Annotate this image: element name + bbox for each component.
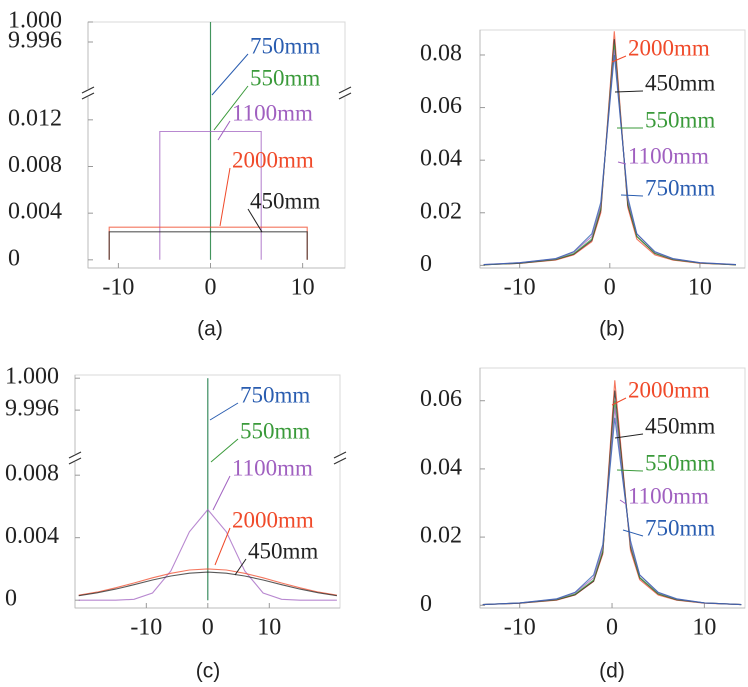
leader-line bbox=[617, 161, 627, 165]
leader-line bbox=[217, 120, 231, 141]
series-line bbox=[78, 571, 337, 597]
series-label: 2000mm bbox=[628, 377, 710, 402]
caption: (a) bbox=[197, 318, 223, 341]
leader-line bbox=[211, 53, 249, 96]
x-tick-label: 0 bbox=[604, 275, 616, 301]
caption: (d) bbox=[599, 660, 625, 683]
series-label: 750mm bbox=[250, 33, 320, 58]
axis-break bbox=[68, 451, 82, 459]
axis-break-gap bbox=[68, 454, 82, 462]
series-label: 550mm bbox=[645, 450, 715, 475]
leader-line bbox=[247, 208, 263, 233]
x-tick-label: 10 bbox=[291, 275, 315, 301]
leader-line bbox=[219, 167, 231, 227]
y-tick-label: 0.02 bbox=[420, 523, 462, 549]
y-tick-label: 0.04 bbox=[420, 146, 462, 172]
x-tick-label: 10 bbox=[257, 615, 281, 641]
series-label: 450mm bbox=[248, 538, 318, 563]
series-label: 550mm bbox=[240, 418, 310, 443]
y-tick-label: 9.996 bbox=[8, 28, 62, 54]
leader-line bbox=[214, 527, 231, 566]
axis-break-gap bbox=[81, 89, 95, 97]
series-label: 450mm bbox=[250, 188, 320, 213]
leader-line bbox=[212, 475, 231, 511]
axis-break bbox=[333, 451, 347, 459]
axis-break-gap bbox=[338, 89, 352, 97]
y-tick-label: 0.04 bbox=[420, 454, 462, 480]
series-label: 750mm bbox=[645, 515, 715, 540]
plot-frame bbox=[87, 21, 346, 269]
series-line bbox=[78, 508, 337, 601]
axis-break bbox=[81, 86, 95, 94]
series-label: 1100mm bbox=[232, 100, 313, 125]
axis-break bbox=[338, 86, 352, 94]
y-tick-label: 0.004 bbox=[5, 523, 59, 549]
axis-break bbox=[81, 92, 95, 100]
y-tick-label: 0 bbox=[8, 245, 20, 271]
series-label: 1100mm bbox=[232, 455, 313, 480]
series-label: 450mm bbox=[645, 413, 715, 438]
x-tick-label: 0 bbox=[606, 615, 618, 641]
y-tick-label: 0.06 bbox=[420, 93, 462, 119]
leader-line bbox=[619, 499, 627, 505]
leader-line bbox=[622, 529, 644, 537]
axis-break bbox=[333, 457, 347, 465]
leader-line bbox=[611, 397, 627, 406]
x-tick-label: -10 bbox=[504, 275, 536, 301]
leader-line bbox=[209, 402, 239, 421]
y-tick-label: 0.008 bbox=[5, 461, 59, 487]
series-line bbox=[78, 568, 337, 596]
series-label: 1100mm bbox=[628, 143, 709, 168]
series-label: 550mm bbox=[250, 65, 320, 90]
y-tick-label: 0 bbox=[5, 586, 17, 612]
y-tick-label: 0 bbox=[420, 251, 432, 277]
series-label: 450mm bbox=[645, 70, 715, 95]
series-line bbox=[108, 231, 308, 260]
x-tick-label: 10 bbox=[692, 615, 716, 641]
leader-line bbox=[234, 558, 247, 576]
leader-line bbox=[616, 469, 644, 472]
x-tick-label: 0 bbox=[202, 615, 214, 641]
leader-line bbox=[620, 194, 644, 197]
series-label: 1100mm bbox=[628, 483, 709, 508]
y-tick-label: 0.02 bbox=[420, 198, 462, 224]
y-tick-label: 0.08 bbox=[420, 40, 462, 66]
series-label: 550mm bbox=[645, 107, 715, 132]
caption: (b) bbox=[599, 318, 625, 341]
y-tick-label: 1.000 bbox=[5, 364, 59, 390]
x-tick-label: -10 bbox=[102, 275, 134, 301]
y-tick-label: 0 bbox=[420, 591, 432, 617]
leader-line bbox=[213, 85, 249, 131]
axis-break bbox=[338, 92, 352, 100]
x-tick-label: 0 bbox=[205, 275, 217, 301]
series-label: 750mm bbox=[240, 382, 310, 407]
series-label: 2000mm bbox=[232, 507, 314, 532]
x-tick-label: 10 bbox=[688, 275, 712, 301]
y-tick-label: 0.012 bbox=[8, 105, 62, 131]
leader-line bbox=[611, 55, 627, 63]
leader-line bbox=[614, 433, 644, 439]
y-tick-label: 0.06 bbox=[420, 386, 462, 412]
x-tick-label: -10 bbox=[504, 615, 536, 641]
y-tick-label: 0.008 bbox=[8, 152, 62, 178]
series-line bbox=[483, 54, 737, 266]
series-line bbox=[482, 417, 742, 606]
x-tick-label: -10 bbox=[130, 615, 162, 641]
series-label: 2000mm bbox=[628, 35, 710, 60]
caption: (c) bbox=[196, 660, 221, 683]
axis-break-gap bbox=[333, 454, 347, 462]
series-label: 2000mm bbox=[232, 147, 314, 172]
y-tick-label: 9.996 bbox=[5, 396, 59, 422]
y-tick-label: 0.004 bbox=[8, 199, 62, 225]
series-label: 750mm bbox=[645, 175, 715, 200]
leader-line bbox=[614, 90, 644, 93]
axis-break bbox=[68, 457, 82, 465]
y-tick-label: 1.000 bbox=[8, 8, 62, 34]
leader-line bbox=[210, 438, 239, 463]
series-line bbox=[159, 130, 262, 260]
